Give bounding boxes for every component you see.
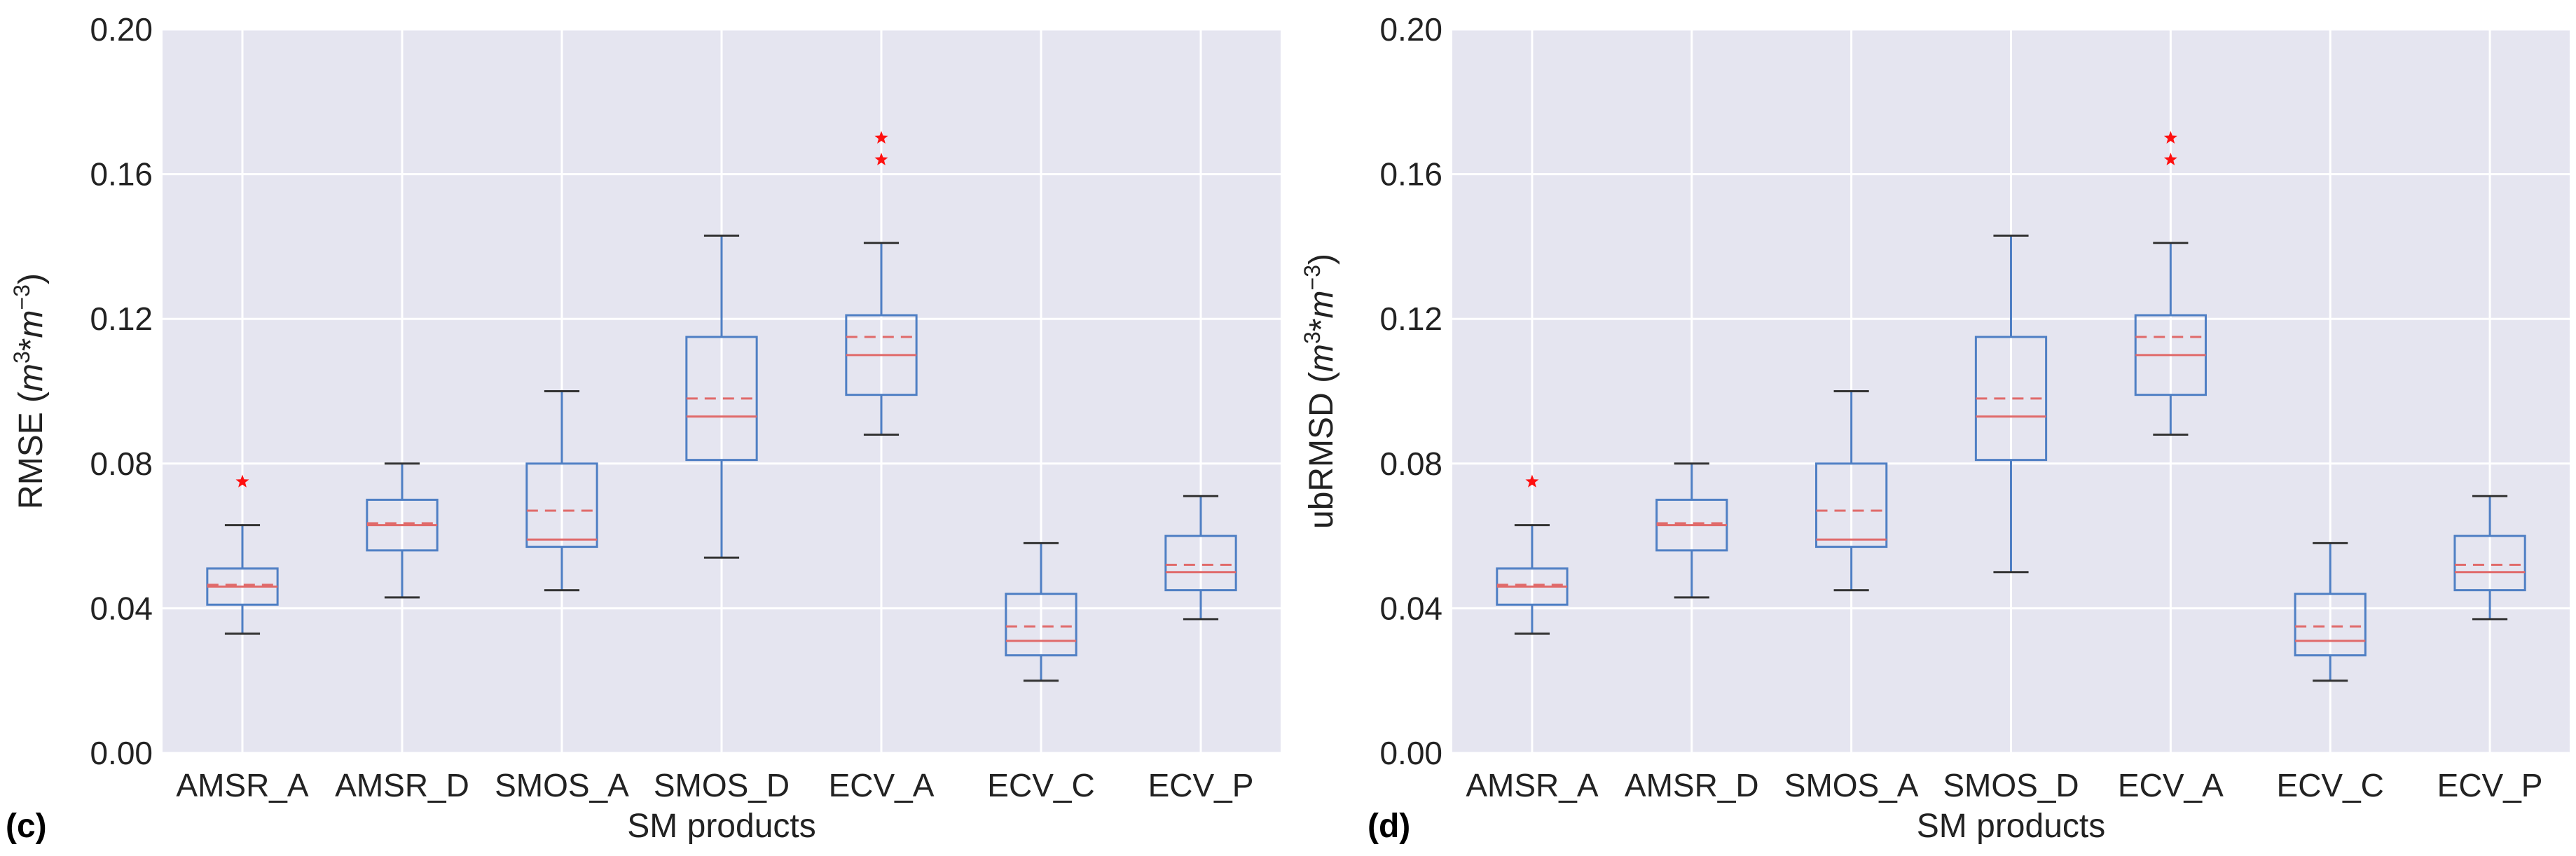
y-axis-title: RMSE (m3*m−3) — [9, 273, 50, 509]
y-axis-title-part: 3 — [9, 351, 34, 364]
y-axis-title-part: * — [13, 338, 50, 351]
iqr-box — [1164, 534, 1237, 592]
y-tick-label: 0.00 — [1379, 735, 1442, 771]
x-tick-label: ECV_C — [987, 767, 1094, 803]
x-tick-label: ECV_A — [829, 767, 935, 803]
iqr-box — [2453, 534, 2526, 592]
y-tick-label: 0.00 — [90, 735, 153, 771]
y-tick-label: 0.04 — [90, 590, 153, 626]
x-tick-label: AMSR_A — [1466, 767, 1598, 803]
box-smos-d — [685, 234, 758, 559]
box-smos-a — [525, 390, 598, 592]
box-amsr-a — [206, 474, 279, 635]
x-tick-label: SMOS_D — [1943, 767, 2079, 803]
box-ecv-a — [845, 130, 918, 436]
y-tick-label: 0.04 — [1379, 590, 1442, 626]
iqr-box — [1815, 462, 1888, 548]
y-tick-label: 0.08 — [90, 446, 153, 482]
y-tick-label: 0.12 — [90, 301, 153, 337]
box-smos-a — [1815, 390, 1888, 592]
y-tick-label: 0.12 — [1379, 301, 1442, 337]
box-amsr-a — [1496, 474, 1569, 635]
y-axis-title-part: m — [13, 310, 50, 338]
x-tick-label: ECV_P — [1148, 767, 1254, 803]
outlier-marker — [2163, 130, 2177, 144]
y-axis-title: ubRMSD (m3*m−3) — [1300, 254, 1340, 529]
chart-panel-d: 0.00 0.04 0.08 0.12 0.16 0.20 AMSR_A AMSR_D SMOS… — [1300, 11, 2570, 845]
y-axis-title-part: −3 — [1300, 265, 1325, 290]
outlier-marker — [874, 152, 888, 166]
x-tick-label: SMOS_A — [1784, 767, 1919, 803]
chart-panel-c: 0.00 0.04 0.08 0.12 0.16 0.20 AMSR_A AMSR_D SMOS… — [6, 11, 1281, 845]
x-tick-label: SMOS_D — [654, 767, 790, 803]
x-tick-label: ECV_A — [2118, 767, 2224, 803]
y-axis-title-part: −3 — [9, 284, 34, 310]
x-tick-label: AMSR_D — [335, 767, 469, 803]
outlier-marker — [1525, 474, 1539, 488]
x-tick-label: ECV_C — [2277, 767, 2384, 803]
y-axis-title-part: ) — [13, 273, 50, 284]
box-ecv-c — [1005, 541, 1077, 682]
box-ecv-p — [1164, 495, 1237, 621]
y-axis-title-part: * — [1303, 318, 1340, 331]
y-axis-title-part: m — [1303, 344, 1340, 372]
y-tick-label: 0.16 — [1379, 156, 1442, 193]
y-axis-title-part: 3 — [1300, 331, 1325, 344]
box-ecv-a — [2134, 130, 2207, 436]
y-axis-title-part: m — [13, 364, 50, 392]
x-tick-label: ECV_P — [2437, 767, 2543, 803]
box-smos-d — [1974, 234, 2048, 574]
panel-label: (d) — [1368, 808, 1410, 845]
x-axis-title: SM products — [1917, 808, 2105, 845]
outlier-marker — [874, 130, 888, 144]
outlier-marker — [2163, 152, 2177, 166]
outlier-marker — [235, 474, 249, 488]
box-amsr-d — [366, 462, 439, 599]
x-tick-label: AMSR_D — [1625, 767, 1759, 803]
y-tick-label: 0.20 — [90, 11, 153, 48]
iqr-box — [525, 462, 598, 548]
box-ecv-p — [2453, 495, 2526, 621]
y-axis-title-part: m — [1303, 290, 1340, 318]
iqr-box — [2294, 593, 2367, 657]
x-tick-label: SMOS_A — [495, 767, 629, 803]
x-axis-title: SM products — [627, 808, 815, 845]
panel-label: (c) — [6, 808, 47, 845]
iqr-box — [1005, 593, 1077, 657]
y-tick-label: 0.20 — [1379, 11, 1442, 48]
box-amsr-d — [1655, 462, 1728, 599]
y-tick-label: 0.08 — [1379, 446, 1442, 482]
y-tick-label: 0.16 — [90, 156, 153, 193]
y-axis-title-part: ubRMSD ( — [1303, 372, 1340, 529]
y-axis-title-part: ) — [1303, 254, 1340, 265]
x-tick-label: AMSR_A — [176, 767, 308, 803]
box-ecv-c — [2294, 541, 2367, 682]
y-axis-title-part: RMSE ( — [13, 392, 50, 509]
